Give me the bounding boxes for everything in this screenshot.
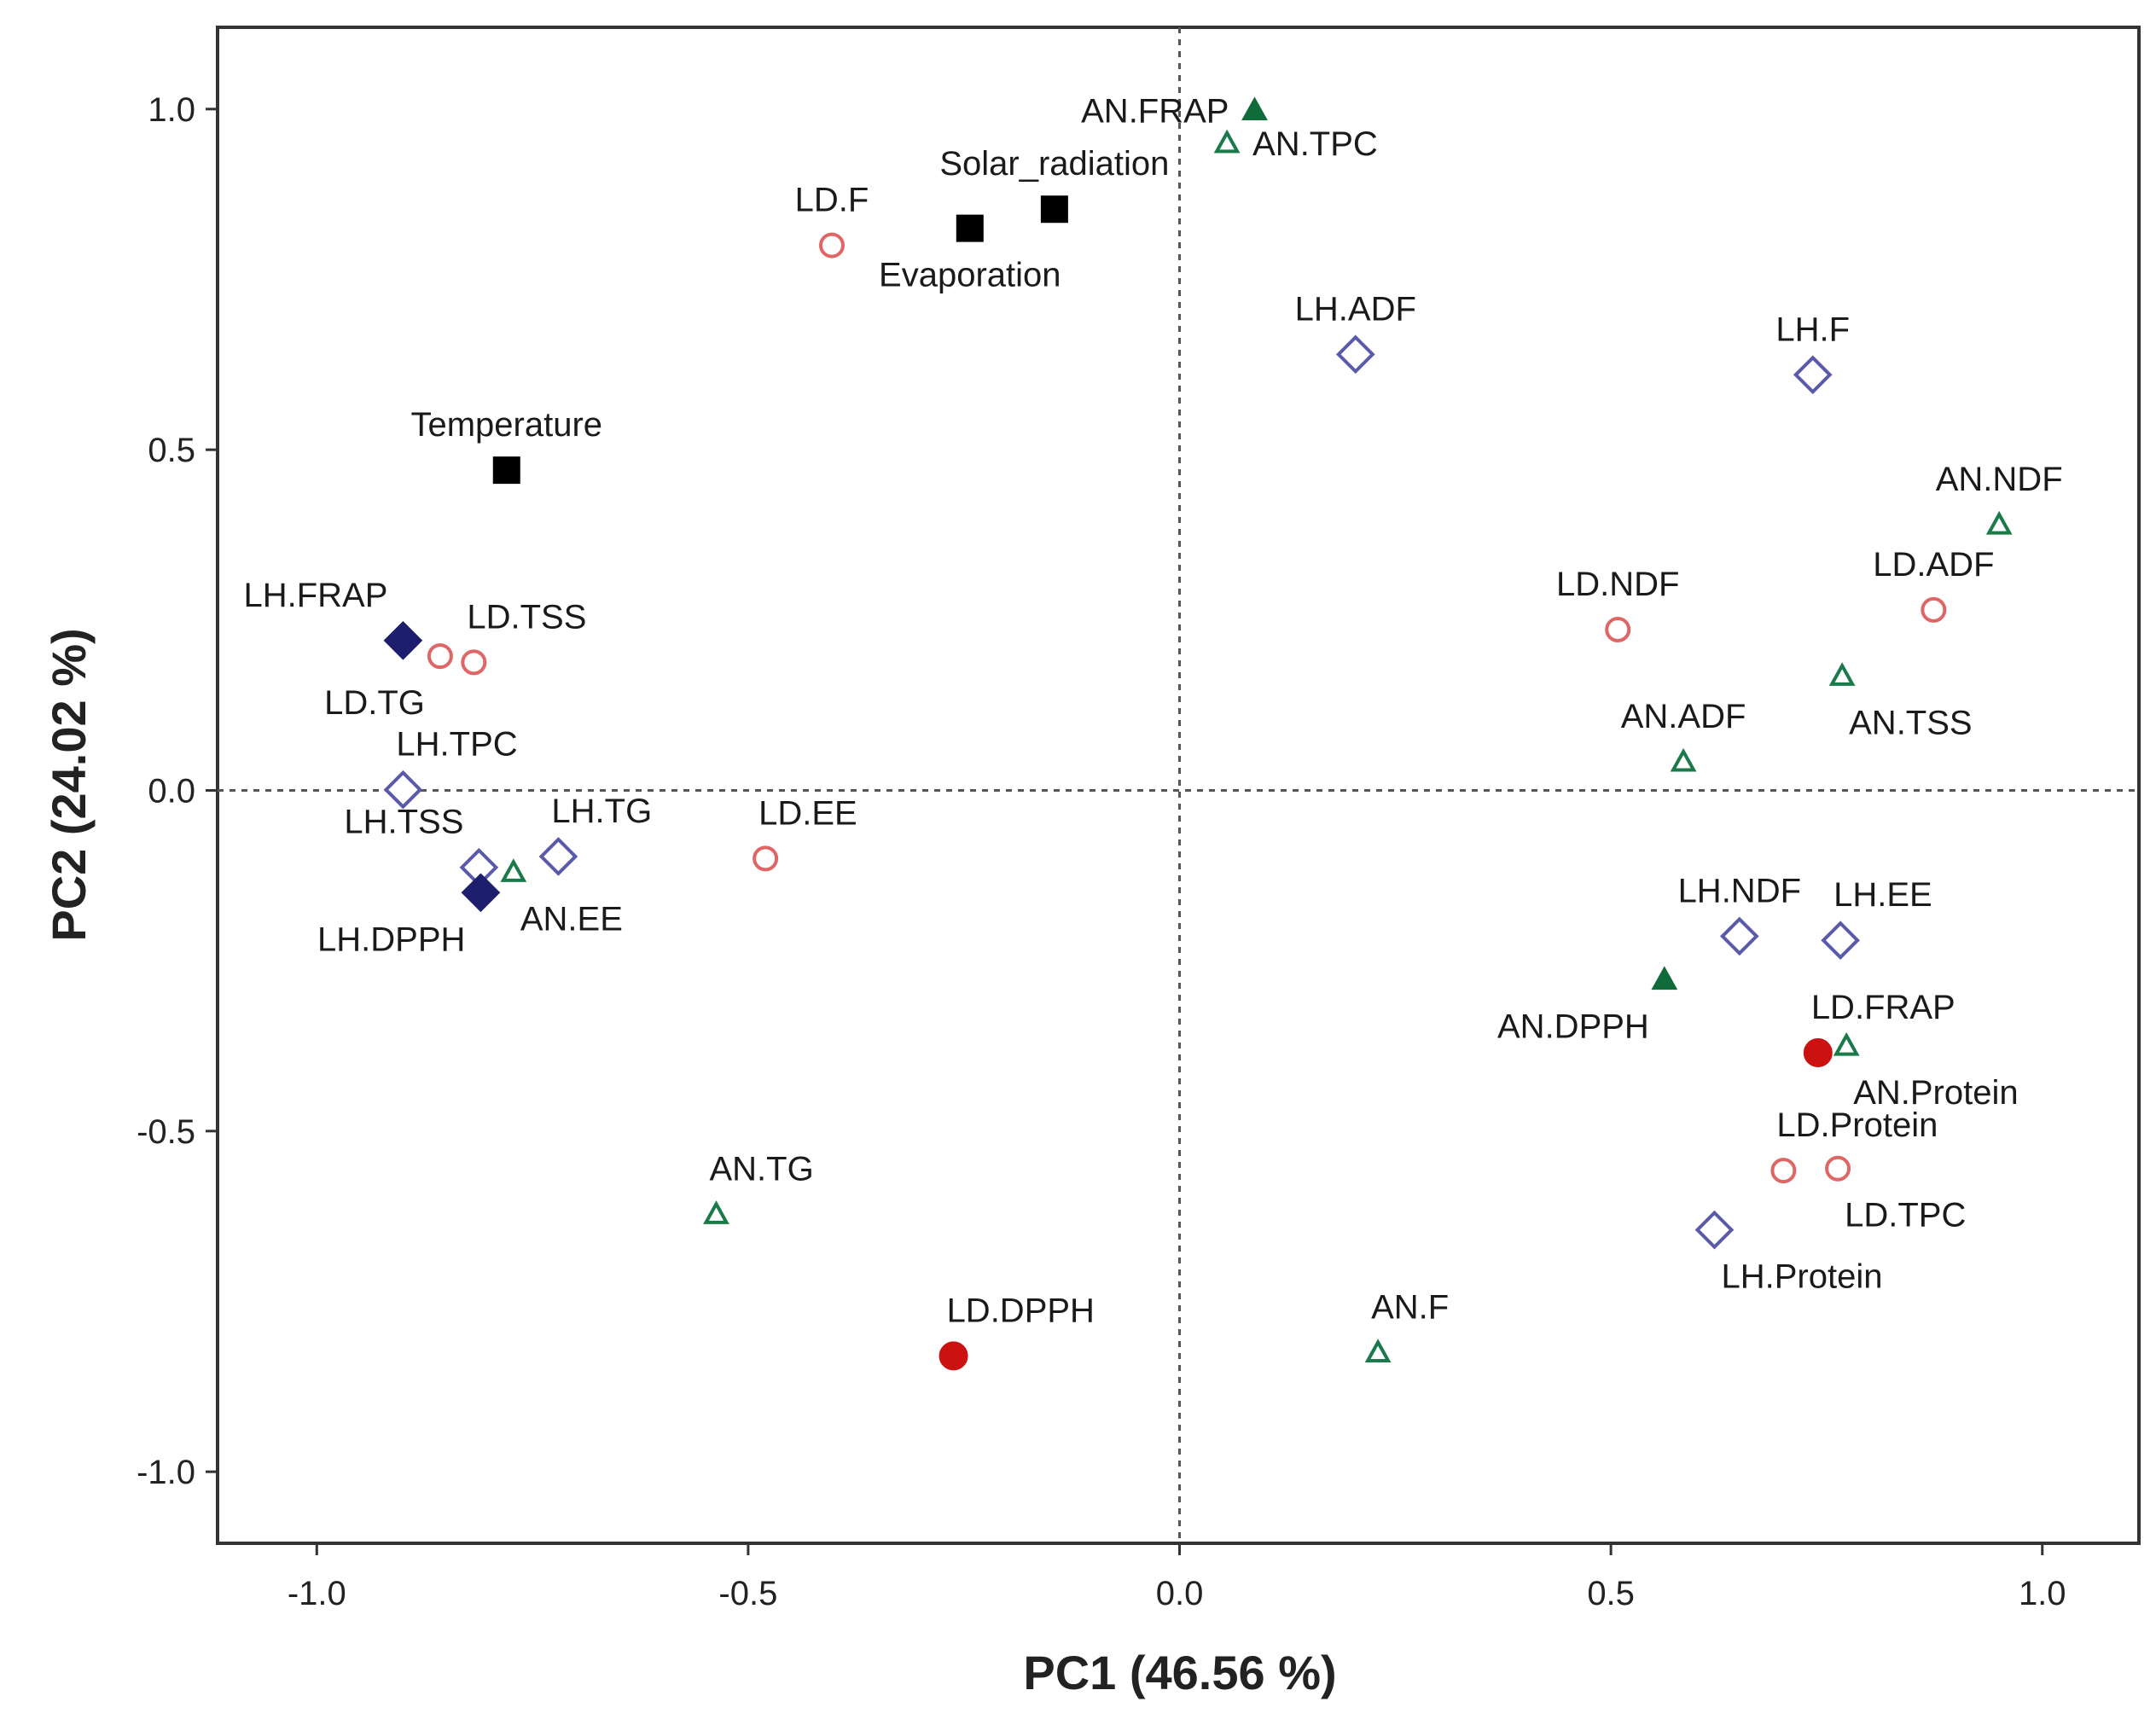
- point-ld-adf: [1921, 596, 1947, 623]
- label-ld-tpc: LD.TPC: [1845, 1197, 1966, 1234]
- point-ld-protein: [1770, 1158, 1797, 1184]
- y-tick-label: 1.0: [148, 91, 195, 129]
- label-ld-ee: LD.EE: [758, 794, 857, 832]
- point-ld-frap: [1803, 1037, 1833, 1067]
- label-lh-tg: LH.TG: [551, 793, 652, 830]
- label-an-f: AN.F: [1371, 1288, 1449, 1326]
- y-tick-label: 0.0: [148, 772, 195, 810]
- point-ld-tpc: [1825, 1155, 1851, 1182]
- point-an-ndf: [1985, 510, 2013, 535]
- label-ld-frap: LD.FRAP: [1811, 989, 1956, 1026]
- x-tick-label: -0.5: [718, 1575, 777, 1612]
- point-temperature: [492, 456, 520, 485]
- point-lh-tpc: [383, 770, 423, 810]
- y-tick-label: 0.5: [148, 432, 195, 469]
- label-an-dpph: AN.DPPH: [1497, 1008, 1649, 1046]
- label-an-frap: AN.FRAP: [1081, 92, 1229, 130]
- label-an-ee: AN.EE: [520, 900, 623, 938]
- x-tick-label: -1.0: [288, 1575, 346, 1612]
- point-an-protein: [1833, 1031, 1860, 1056]
- x-axis: -1.0 -0.5 0.0 0.5 1.0: [288, 1543, 2066, 1612]
- label-lh-ndf: LH.NDF: [1678, 872, 1801, 909]
- point-ld-f: [818, 232, 845, 258]
- point-ld-tg: [427, 643, 453, 670]
- label-an-tg: AN.TG: [709, 1150, 813, 1188]
- x-tick-label: 0.0: [1156, 1575, 1204, 1612]
- point-lh-tg: [538, 837, 578, 876]
- label-lh-adf: LH.ADF: [1295, 290, 1416, 328]
- point-ld-ee: [753, 845, 779, 872]
- point-lh-ee: [1821, 921, 1860, 961]
- point-an-dpph: [1651, 966, 1678, 990]
- label-lh-f: LH.F: [1775, 311, 1850, 348]
- y-axis-title: PC2 (24.02 %): [42, 628, 96, 941]
- point-lh-protein: [1694, 1210, 1735, 1250]
- label-lh-tss: LH.TSS: [344, 804, 463, 841]
- point-an-f: [1364, 1339, 1392, 1362]
- label-ld-protein: LD.Protein: [1776, 1106, 1938, 1144]
- label-lh-tpc: LH.TPC: [396, 726, 517, 764]
- plot-frame: [216, 26, 2141, 1545]
- label-temperature: Temperature: [410, 406, 602, 444]
- point-an-tss: [1828, 662, 1856, 686]
- label-ld-adf: LD.ADF: [1873, 546, 1994, 584]
- x-axis-title: PC1 (46.56 %): [1023, 1646, 1336, 1699]
- label-ld-tg: LD.TG: [324, 684, 425, 722]
- label-an-protein: AN.Protein: [1853, 1074, 2018, 1112]
- y-axis: -1.0 -0.5 0.0 0.5 1.0: [137, 91, 218, 1491]
- label-lh-ee: LH.EE: [1833, 876, 1932, 914]
- point-ld-ndf: [1605, 617, 1631, 643]
- point-lh-frap: [383, 620, 423, 660]
- label-lh-frap: LH.FRAP: [243, 577, 387, 614]
- markers: [383, 96, 2013, 1371]
- point-an-ee: [500, 858, 527, 882]
- point-ld-dpph: [939, 1341, 968, 1371]
- label-an-ndf: AN.NDF: [1936, 461, 2063, 498]
- point-solar-radiation: [1040, 195, 1068, 224]
- point-lh-ndf: [1719, 916, 1759, 956]
- point-an-adf: [1670, 747, 1697, 772]
- label-ld-dpph: LD.DPPH: [947, 1292, 1095, 1329]
- point-an-tpc: [1213, 129, 1241, 154]
- point-lh-adf: [1335, 334, 1375, 375]
- reference-lines: [218, 27, 2139, 1543]
- point-lh-f: [1793, 355, 1833, 395]
- label-ld-ndf: LD.NDF: [1556, 566, 1679, 603]
- x-tick-label: 1.0: [2019, 1575, 2066, 1612]
- label-evaporation: Evaporation: [879, 257, 1061, 294]
- x-tick-label: 0.5: [1587, 1575, 1635, 1612]
- label-an-tpc: AN.TPC: [1252, 125, 1378, 163]
- label-an-tss: AN.TSS: [1849, 704, 1972, 741]
- y-tick-label: -0.5: [137, 1113, 195, 1151]
- point-an-frap: [1241, 96, 1268, 121]
- label-lh-dpph: LH.DPPH: [317, 921, 465, 958]
- label-an-adf: AN.ADF: [1621, 698, 1746, 735]
- point-ld-tss: [461, 649, 487, 676]
- y-tick-label: -1.0: [137, 1454, 195, 1491]
- label-solar-radiation: Solar_radiation: [939, 145, 1169, 183]
- label-ld-tss: LD.TSS: [467, 598, 586, 636]
- point-an-tg: [703, 1200, 729, 1224]
- label-lh-protein: LH.Protein: [1721, 1258, 1882, 1296]
- point-labels: Temperature Evaporation Solar_radiation AN.…: [243, 92, 2062, 1329]
- point-lh-dpph: [461, 873, 501, 913]
- label-ld-f: LD.F: [795, 182, 869, 219]
- point-evaporation: [956, 214, 984, 242]
